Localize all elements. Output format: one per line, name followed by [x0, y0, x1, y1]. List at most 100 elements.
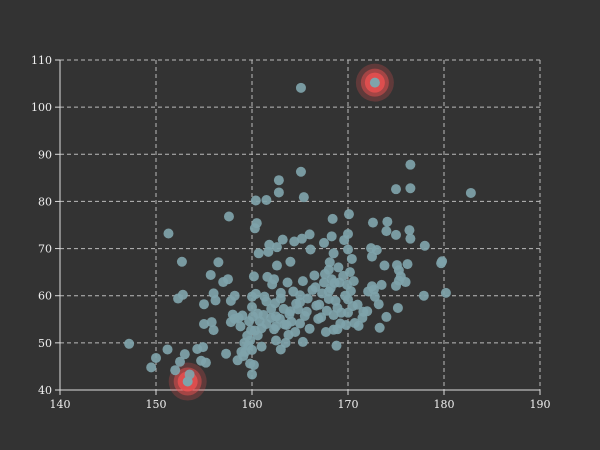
scatter-point[interactable] — [323, 264, 334, 275]
scatter-point[interactable] — [332, 324, 343, 335]
scatter-point[interactable] — [344, 267, 355, 278]
scatter-point[interactable] — [310, 282, 321, 293]
scatter-point[interactable] — [437, 256, 448, 267]
scatter-point[interactable] — [405, 159, 416, 170]
scatter-point[interactable] — [314, 299, 325, 310]
scatter-point[interactable] — [273, 175, 284, 186]
scatter-point[interactable] — [199, 299, 209, 310]
scatter-point[interactable] — [302, 293, 313, 304]
scatter-point[interactable] — [373, 299, 384, 310]
scatter-point[interactable] — [309, 270, 320, 281]
scatter-point[interactable] — [419, 240, 430, 251]
highlighted-point[interactable] — [369, 77, 380, 88]
scatter-point[interactable] — [358, 306, 369, 317]
scatter-point[interactable] — [352, 299, 363, 310]
scatter-point[interactable] — [124, 338, 135, 349]
scatter-point[interactable] — [248, 360, 259, 371]
scatter-point[interactable] — [285, 256, 296, 267]
scatter-point[interactable] — [343, 228, 353, 239]
scatter-point[interactable] — [271, 260, 282, 271]
scatter-point[interactable] — [405, 233, 416, 244]
scatter-point[interactable] — [353, 320, 364, 331]
scatter-point[interactable] — [343, 209, 354, 220]
scatter-point[interactable] — [284, 309, 295, 320]
scatter-point[interactable] — [391, 184, 401, 195]
scatter-point[interactable] — [392, 302, 403, 313]
scatter-point[interactable] — [279, 319, 290, 330]
scatter-point[interactable] — [198, 342, 209, 353]
scatter-point[interactable] — [319, 237, 329, 248]
scatter-point[interactable] — [146, 362, 157, 373]
scatter-point[interactable] — [295, 318, 305, 329]
scatter-point[interactable] — [304, 323, 315, 334]
scatter-point[interactable] — [297, 336, 308, 347]
scatter-point[interactable] — [297, 276, 308, 287]
scatter-point[interactable] — [252, 330, 263, 341]
scatter-point[interactable] — [280, 337, 291, 348]
scatter-point[interactable] — [229, 290, 240, 301]
scatter-point[interactable] — [184, 369, 195, 380]
scatter-point[interactable] — [179, 349, 190, 360]
scatter-point[interactable] — [331, 340, 342, 351]
scatter-point[interactable] — [269, 274, 280, 285]
scatter-point[interactable] — [374, 322, 385, 333]
scatter-point[interactable] — [250, 288, 261, 299]
scatter-point[interactable] — [313, 313, 324, 324]
scatter-point[interactable] — [264, 239, 275, 250]
scatter-point[interactable] — [418, 290, 429, 301]
scatter-point[interactable] — [200, 357, 211, 368]
scatter-point[interactable] — [208, 325, 219, 336]
scatter-point[interactable] — [376, 279, 387, 290]
scatter-point[interactable] — [320, 327, 331, 338]
scatter-point[interactable] — [327, 213, 338, 224]
scatter-point[interactable] — [177, 289, 188, 300]
scatter-point[interactable] — [236, 346, 247, 357]
scatter-point[interactable] — [170, 365, 181, 376]
scatter-point[interactable] — [271, 335, 281, 346]
scatter-point[interactable] — [343, 244, 353, 255]
scatter-point[interactable] — [369, 291, 380, 302]
scatter-point[interactable] — [261, 195, 272, 206]
scatter-point[interactable] — [404, 225, 415, 236]
scatter-point[interactable] — [391, 229, 401, 240]
scatter-point[interactable] — [205, 269, 216, 280]
scatter-point[interactable] — [298, 192, 309, 203]
scatter-point[interactable] — [379, 260, 390, 271]
scatter-point[interactable] — [328, 248, 339, 259]
scatter-point[interactable] — [282, 277, 293, 288]
scatter-point[interactable] — [367, 217, 378, 228]
scatter-point[interactable] — [213, 257, 224, 268]
scatter-point[interactable] — [289, 236, 300, 247]
scatter-point[interactable] — [465, 187, 476, 198]
scatter-point[interactable] — [277, 234, 288, 245]
scatter-point[interactable] — [256, 341, 267, 352]
scatter-point[interactable] — [341, 319, 352, 330]
scatter-point[interactable] — [245, 335, 256, 346]
scatter-point[interactable] — [162, 344, 173, 355]
scatter-point[interactable] — [176, 256, 187, 267]
scatter-point[interactable] — [440, 287, 451, 298]
scatter-point[interactable] — [295, 290, 305, 301]
scatter-point[interactable] — [405, 183, 416, 194]
scatter-point[interactable] — [247, 344, 257, 355]
scatter-point[interactable] — [271, 242, 282, 253]
scatter-point[interactable] — [304, 229, 315, 240]
scatter-point[interactable] — [199, 319, 209, 329]
scatter-point[interactable] — [163, 228, 174, 239]
scatter-point[interactable] — [253, 248, 264, 259]
scatter-point[interactable] — [235, 321, 246, 332]
scatter-point[interactable] — [295, 166, 306, 177]
scatter-point[interactable] — [275, 287, 286, 298]
scatter-point[interactable] — [247, 302, 257, 313]
scatter-point[interactable] — [301, 306, 312, 317]
scatter-point[interactable] — [261, 296, 272, 307]
scatter-point[interactable] — [382, 216, 393, 227]
scatter-point[interactable] — [291, 298, 302, 309]
scatter-point[interactable] — [271, 321, 281, 332]
scatter-point[interactable] — [290, 327, 301, 338]
scatter-point[interactable] — [296, 233, 307, 244]
scatter-point[interactable] — [305, 244, 316, 255]
scatter-point[interactable] — [345, 286, 356, 296]
scatter-point[interactable] — [237, 310, 248, 321]
scatter-point[interactable] — [270, 298, 281, 309]
